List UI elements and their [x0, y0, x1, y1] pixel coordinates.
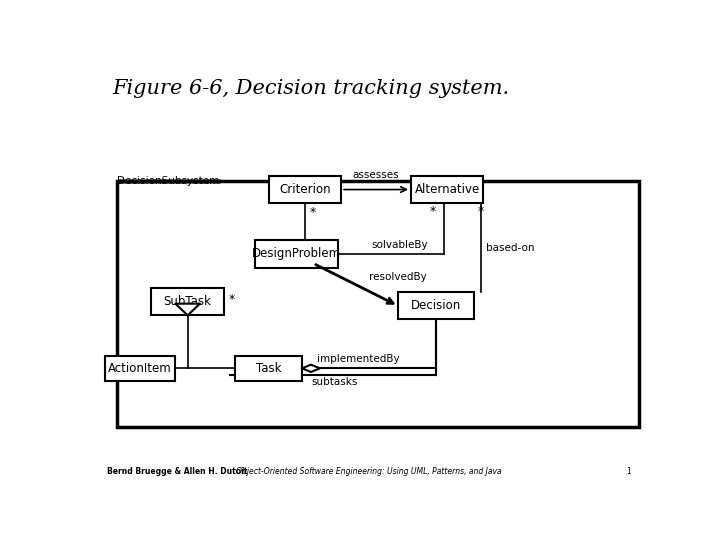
Text: subtasks: subtasks	[311, 377, 357, 388]
Text: based-on: based-on	[486, 243, 535, 253]
Polygon shape	[176, 303, 200, 315]
Bar	[398, 293, 474, 320]
Bar	[117, 181, 639, 427]
Polygon shape	[302, 364, 320, 372]
Bar	[255, 240, 338, 267]
Text: resolvedBy: resolvedBy	[369, 272, 427, 282]
Text: *: *	[310, 206, 315, 219]
Text: SubTask: SubTask	[163, 295, 212, 308]
Text: implementedBy: implementedBy	[317, 354, 399, 364]
Text: Bernd Bruegge & Allen H. Dutoit: Bernd Bruegge & Allen H. Dutoit	[107, 467, 247, 476]
Bar	[235, 356, 302, 381]
Bar	[105, 356, 175, 381]
Bar	[411, 176, 483, 203]
Text: Alternative: Alternative	[415, 183, 480, 196]
Text: *: *	[477, 205, 484, 218]
Text: assesses: assesses	[353, 171, 400, 180]
Text: 1: 1	[626, 467, 631, 476]
Text: *: *	[228, 293, 235, 306]
Text: DesignProblem: DesignProblem	[252, 247, 341, 260]
Text: DecisionSubsystem: DecisionSubsystem	[117, 176, 220, 186]
Bar	[269, 176, 341, 203]
Text: solvableBy: solvableBy	[372, 240, 428, 250]
Text: Criterion: Criterion	[279, 183, 330, 196]
Text: Figure 6-6, Decision tracking system.: Figure 6-6, Decision tracking system.	[112, 79, 510, 98]
Text: *: *	[430, 205, 436, 218]
Text: Object-Oriented Software Engineering: Using UML, Patterns, and Java: Object-Oriented Software Engineering: Us…	[236, 467, 502, 476]
Text: Decision: Decision	[411, 300, 461, 313]
Text: Task: Task	[256, 362, 282, 375]
Bar	[151, 288, 224, 315]
Text: ActionItem: ActionItem	[108, 362, 172, 375]
